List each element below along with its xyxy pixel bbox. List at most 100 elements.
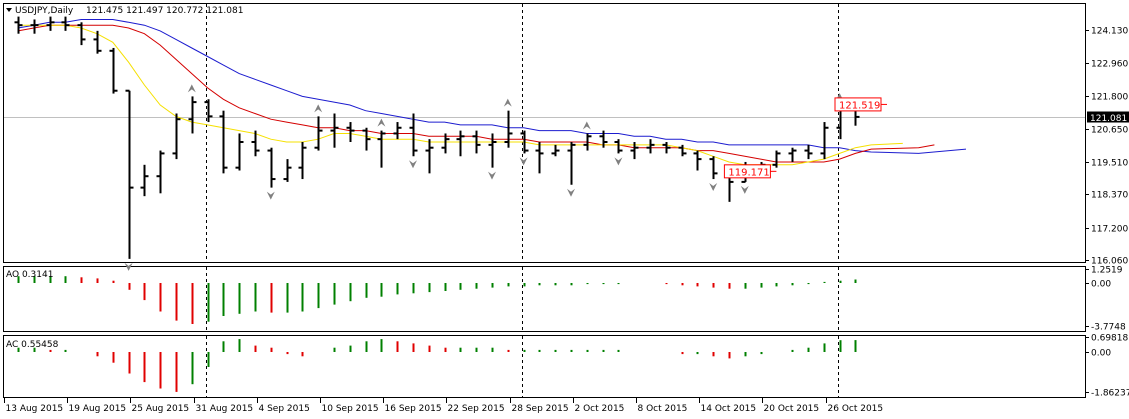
time-tick-label: 28 Sep 2015 bbox=[512, 404, 569, 414]
ohlc-bar bbox=[504, 110, 513, 148]
ohlc-bar bbox=[283, 159, 292, 182]
ao-axis: 1.2519 0.00 -3.7748 bbox=[1085, 266, 1126, 333]
triangle-down-icon[interactable] bbox=[6, 8, 12, 12]
ohlc-bar bbox=[30, 19, 39, 34]
price-label: 119.171 bbox=[723, 164, 777, 179]
fractals bbox=[124, 84, 844, 271]
ohlc-bar bbox=[109, 47, 118, 94]
ohlc-bar bbox=[377, 130, 386, 168]
ohlc-bar bbox=[140, 164, 149, 197]
ohlc-bar bbox=[599, 130, 608, 148]
ohlc-bar bbox=[425, 139, 434, 174]
ohlc-bar bbox=[172, 113, 181, 160]
fractal-down-icon bbox=[740, 185, 749, 194]
ohlc-bar bbox=[520, 130, 529, 154]
ohlc-bar bbox=[551, 144, 560, 157]
ac-tick-label: -1.86237 bbox=[1091, 389, 1129, 399]
fractal-up-icon bbox=[377, 118, 386, 127]
ohlc-bar bbox=[630, 142, 639, 160]
main-panel-frame bbox=[3, 3, 1086, 263]
ohlc-bar bbox=[188, 96, 197, 134]
ohlc-bar bbox=[535, 142, 544, 174]
ohlc-bar bbox=[362, 127, 371, 151]
time-tick-label: 20 Oct 2015 bbox=[764, 404, 820, 414]
ohlc-bar bbox=[646, 139, 655, 154]
ohlc-bar bbox=[614, 139, 623, 154]
current-price-value: 121.081 bbox=[1090, 114, 1127, 124]
fractal-up-icon bbox=[187, 84, 196, 93]
ohlc-bar bbox=[709, 156, 718, 180]
ohlc-bar bbox=[46, 16, 55, 31]
ohlc-bar bbox=[583, 133, 592, 151]
price-tick-label: 119.510 bbox=[1091, 159, 1128, 169]
current-price-box bbox=[1087, 111, 1129, 123]
fractal-down-icon bbox=[709, 183, 718, 192]
fractal-down-icon bbox=[614, 157, 623, 166]
ohlc-bar bbox=[662, 142, 671, 154]
ohlc-bar bbox=[125, 89, 134, 259]
ohlc-bar bbox=[330, 113, 339, 148]
ohlc-bar bbox=[788, 147, 797, 162]
ohlc-bar bbox=[678, 144, 687, 157]
time-tick-label: 10 Sep 2015 bbox=[322, 404, 379, 414]
time-tick-label: 13 Aug 2015 bbox=[6, 404, 64, 414]
price-tick-label: 118.370 bbox=[1091, 191, 1128, 201]
ac-tick-label: 0.00 bbox=[1091, 349, 1111, 359]
ohlc-bar bbox=[409, 113, 418, 157]
ohlc-bar bbox=[235, 133, 244, 171]
time-tick-label: 16 Sep 2015 bbox=[385, 404, 442, 414]
ohlc-bar bbox=[693, 150, 702, 171]
fractal-up-icon bbox=[582, 121, 591, 130]
ohlc-bar bbox=[772, 150, 781, 168]
ohlc-bar bbox=[820, 122, 829, 160]
ohlc-bar bbox=[251, 130, 260, 157]
ohlc-bar bbox=[346, 122, 355, 143]
ac-panel-frame bbox=[3, 335, 1086, 398]
price-tick-label: 116.060 bbox=[1091, 257, 1128, 267]
price-label-text: 121.519 bbox=[839, 100, 880, 111]
ohlc-bar bbox=[456, 130, 465, 157]
ac-histogram bbox=[17, 339, 857, 392]
ao-tick-label: 0.00 bbox=[1091, 280, 1111, 290]
ac-label: AC 0.55458 bbox=[6, 340, 59, 350]
time-tick-label: 14 Oct 2015 bbox=[701, 404, 757, 414]
price-tick-label: 124.130 bbox=[1091, 27, 1128, 37]
ac-tick-label: 0.69818 bbox=[1091, 334, 1128, 344]
ohlc-bar bbox=[314, 116, 323, 151]
fractal-down-icon bbox=[488, 171, 496, 180]
price-label-text: 119.171 bbox=[728, 167, 769, 178]
ohlc-bar bbox=[298, 142, 307, 180]
time-tick-label: 8 Oct 2015 bbox=[638, 404, 688, 414]
ohlc-bar bbox=[472, 130, 481, 154]
time-tick-label: 25 Aug 2015 bbox=[132, 404, 190, 414]
ohlc-bar bbox=[567, 142, 576, 185]
current-price-tag: 121.081 bbox=[1087, 111, 1129, 124]
price-tick-label: 122.960 bbox=[1091, 60, 1128, 70]
fractal-up-icon bbox=[314, 104, 323, 113]
ao-label: AO 0.3141 bbox=[6, 270, 53, 280]
ohlc-bar bbox=[393, 122, 402, 140]
fractal-down-icon bbox=[519, 157, 528, 166]
ao-panel-frame bbox=[3, 266, 1086, 332]
time-tick-label: 31 Aug 2015 bbox=[196, 404, 254, 414]
time-tick-label: 4 Sep 2015 bbox=[259, 404, 310, 414]
ohlc-bar bbox=[61, 16, 70, 31]
ohlc-bar bbox=[219, 110, 228, 174]
ao-tick-label: -3.7748 bbox=[1091, 323, 1126, 333]
price-annotations: 121.519 119.171 bbox=[723, 97, 887, 179]
price-axis[interactable]: 124.130 122.960 121.800 120.650 119.510 118.3… bbox=[1085, 27, 1128, 267]
ma-fast-line bbox=[18, 24, 903, 166]
symbol-label: USDJPY,Daily bbox=[15, 6, 74, 16]
price-tick-label: 117.200 bbox=[1091, 225, 1128, 235]
fractal-down-icon bbox=[409, 160, 417, 169]
fractal-up-icon bbox=[503, 98, 512, 107]
time-tick-label: 19 Aug 2015 bbox=[69, 404, 127, 414]
price-tick-label: 121.800 bbox=[1091, 93, 1128, 103]
ohlc-bar bbox=[488, 133, 497, 168]
chart-header: USDJPY,Daily 121.475 121.497 120.772 121… bbox=[6, 6, 243, 16]
ao-tick-label: 1.2519 bbox=[1091, 266, 1123, 276]
ohlc-bar bbox=[804, 144, 813, 160]
fractal-down-icon bbox=[567, 188, 575, 197]
